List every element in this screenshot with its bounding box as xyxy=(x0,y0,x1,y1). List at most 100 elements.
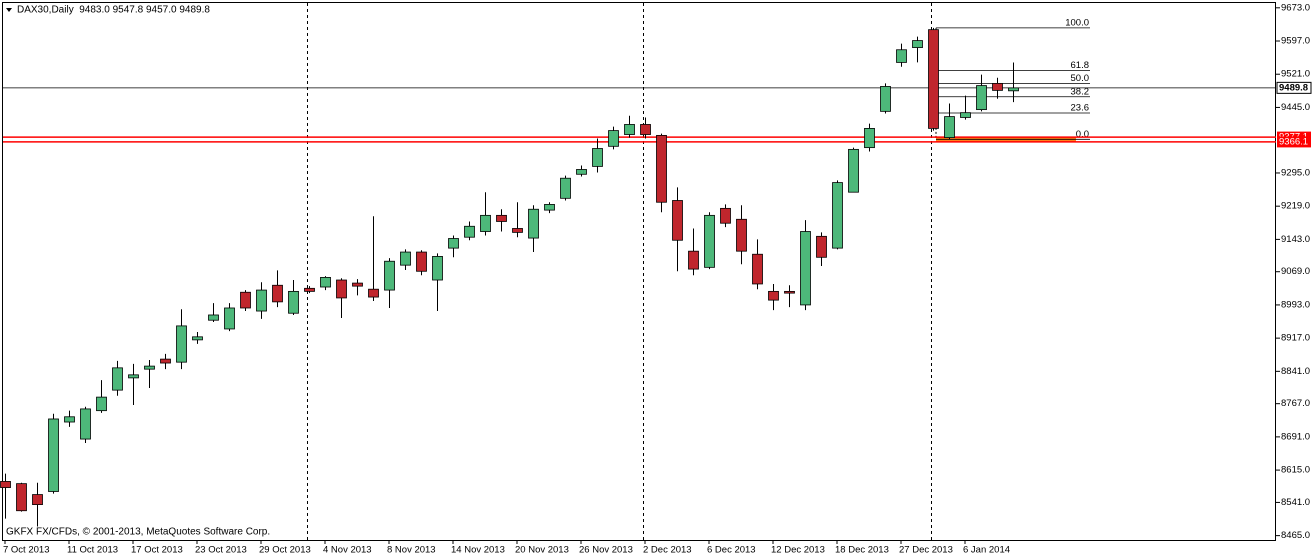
candle-body xyxy=(704,214,715,268)
candle-body xyxy=(320,276,331,288)
y-tick-label: 8841.0 xyxy=(1281,366,1310,377)
candle-body xyxy=(240,291,251,309)
candle-body xyxy=(128,374,139,379)
fib-label: 100.0 xyxy=(1065,17,1089,28)
candle-body xyxy=(912,40,923,48)
candle-body xyxy=(176,325,187,363)
candle-body xyxy=(464,225,475,238)
x-tick-label: 8 Nov 2013 xyxy=(387,545,436,556)
x-tick-label: 26 Nov 2013 xyxy=(579,545,633,556)
level-price-label: 9366.1 xyxy=(1279,136,1308,147)
fib-label: 50.0 xyxy=(1071,73,1090,84)
candle-body xyxy=(512,228,523,233)
candle-body xyxy=(208,314,219,321)
x-tick-label: 23 Oct 2013 xyxy=(195,545,247,556)
y-tick-label: 8993.0 xyxy=(1281,299,1310,310)
candle-body xyxy=(800,231,811,306)
y-tick-label: 9069.0 xyxy=(1281,266,1310,277)
candle-body xyxy=(352,282,363,287)
fib-label: 0.0 xyxy=(1076,129,1089,140)
x-tick-label: 6 Jan 2014 xyxy=(963,545,1010,556)
plot-frame xyxy=(2,2,1276,541)
fib-label: 23.6 xyxy=(1071,103,1090,114)
candle-body xyxy=(544,204,555,211)
candle-body xyxy=(608,130,619,147)
candle-body xyxy=(272,284,283,303)
current-price-label: 9489.8 xyxy=(1279,82,1308,93)
candle-body xyxy=(304,287,315,292)
y-tick-label: 9521.0 xyxy=(1281,69,1310,80)
candle-body xyxy=(432,256,443,281)
candle-body xyxy=(416,251,427,272)
y-tick-label: 8465.0 xyxy=(1281,530,1310,541)
candle-body xyxy=(672,200,683,241)
candle-body xyxy=(784,290,795,294)
candle-body xyxy=(256,289,267,312)
candle-body xyxy=(640,124,651,135)
candle-body xyxy=(752,253,763,285)
candle-body xyxy=(992,82,1003,91)
candle-body xyxy=(192,336,203,341)
candle-body xyxy=(448,238,459,249)
candle-body xyxy=(688,250,699,270)
x-tick-label: 12 Dec 2013 xyxy=(771,545,825,556)
candle-body xyxy=(368,288,379,298)
y-tick-label: 9445.0 xyxy=(1281,102,1310,113)
y-tick-label: 9143.0 xyxy=(1281,234,1310,245)
candle-body xyxy=(592,148,603,167)
candle-body xyxy=(336,279,347,299)
fib-label: 61.8 xyxy=(1071,60,1090,71)
x-tick-label: 20 Nov 2013 xyxy=(515,545,569,556)
candle-body xyxy=(560,177,571,199)
y-tick-label: 9673.0 xyxy=(1281,2,1310,13)
candle-body xyxy=(400,251,411,266)
x-tick-label: 17 Oct 2013 xyxy=(131,545,183,556)
candle-body xyxy=(288,290,299,314)
candle-body xyxy=(960,112,971,118)
candle-body xyxy=(112,367,123,391)
x-tick-label: 6 Dec 2013 xyxy=(707,545,756,556)
candle-body xyxy=(144,365,155,370)
x-tick-label: 7 Oct 2013 xyxy=(3,545,49,556)
candle-body xyxy=(736,218,747,252)
chart-title: DAX30,Daily 9483.0 9547.8 9457.0 9489.8 xyxy=(17,5,210,16)
candle-body xyxy=(0,481,11,488)
candle-body xyxy=(832,182,843,249)
candle-body xyxy=(96,396,107,412)
candle-body xyxy=(848,148,859,193)
candle-body xyxy=(528,208,539,239)
candle-body xyxy=(32,494,43,506)
candle-body xyxy=(944,116,955,138)
menu-arrow[interactable] xyxy=(6,8,12,12)
x-tick-label: 14 Nov 2013 xyxy=(451,545,505,556)
candle-body xyxy=(864,128,875,149)
candle-body xyxy=(656,134,667,203)
y-tick-label: 8615.0 xyxy=(1281,465,1310,476)
y-tick-label: 9219.0 xyxy=(1281,201,1310,212)
candle-body xyxy=(1008,87,1019,92)
y-tick-label: 9295.0 xyxy=(1281,167,1310,178)
y-tick-label: 8541.0 xyxy=(1281,497,1310,508)
x-tick-label: 27 Dec 2013 xyxy=(899,545,953,556)
candle-body xyxy=(576,169,587,175)
x-tick-label: 4 Nov 2013 xyxy=(323,545,372,556)
candle-body xyxy=(768,290,779,301)
candle-body xyxy=(48,418,59,492)
fib-label: 38.2 xyxy=(1071,86,1090,97)
candle-body xyxy=(384,260,395,291)
candle-body xyxy=(720,207,731,224)
candle-body xyxy=(880,86,891,112)
y-tick-label: 8767.0 xyxy=(1281,398,1310,409)
candle-body xyxy=(80,408,91,440)
y-tick-label: 9597.0 xyxy=(1281,36,1310,47)
copyright: GKFX FX/CFDs, © 2001-2013, MetaQuotes So… xyxy=(6,527,270,538)
level-price-box xyxy=(1277,136,1311,148)
candle-body xyxy=(64,416,75,423)
candle-body xyxy=(224,307,235,330)
candle-body xyxy=(896,49,907,63)
current-price-box xyxy=(1276,81,1312,94)
candle-body xyxy=(928,29,939,129)
x-tick-label: 2 Dec 2013 xyxy=(643,545,692,556)
candle-body xyxy=(160,358,171,364)
